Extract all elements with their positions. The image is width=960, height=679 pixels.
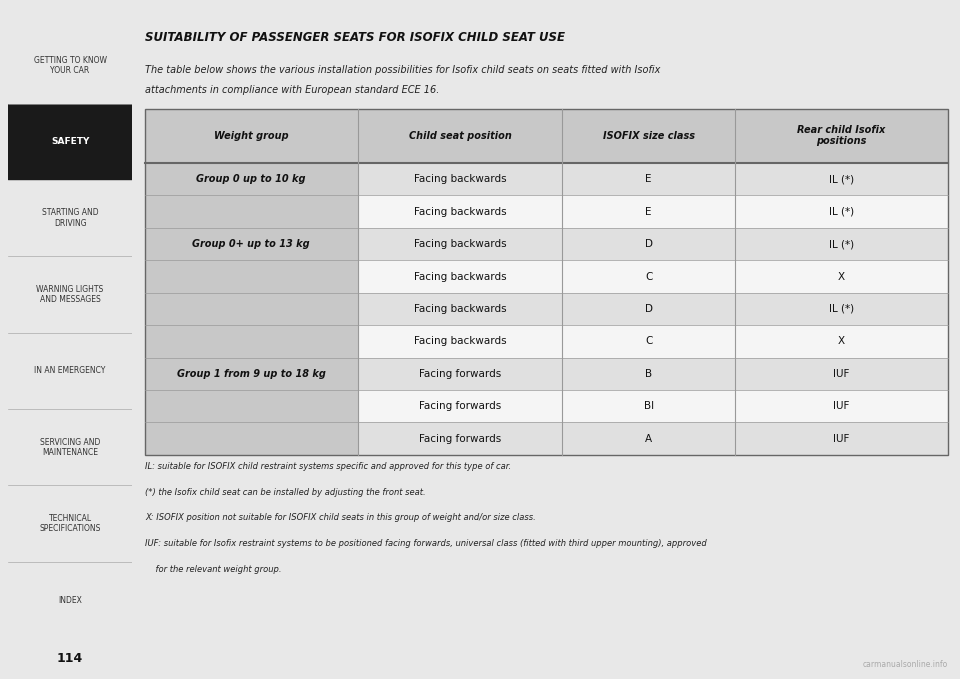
Text: IL (*): IL (*) bbox=[828, 206, 853, 217]
Text: C: C bbox=[645, 336, 652, 346]
Text: STARTING AND
DRIVING: STARTING AND DRIVING bbox=[42, 208, 98, 228]
Text: ISOFIX size class: ISOFIX size class bbox=[603, 131, 695, 141]
Text: Facing forwards: Facing forwards bbox=[419, 434, 501, 443]
Bar bbox=[145, 163, 358, 196]
Bar bbox=[145, 293, 358, 455]
Text: Facing forwards: Facing forwards bbox=[419, 369, 501, 379]
Text: Facing backwards: Facing backwards bbox=[414, 272, 506, 282]
Text: B: B bbox=[645, 369, 652, 379]
Bar bbox=[145, 109, 948, 455]
Text: Group 1 from 9 up to 18 kg: Group 1 from 9 up to 18 kg bbox=[177, 369, 325, 379]
Text: Rear child Isofix
positions: Rear child Isofix positions bbox=[797, 126, 885, 146]
Bar bbox=[145, 422, 948, 455]
Text: TECHNICAL
SPECIFICATIONS: TECHNICAL SPECIFICATIONS bbox=[39, 514, 101, 534]
Text: IN AN EMERGENCY: IN AN EMERGENCY bbox=[35, 367, 106, 375]
Text: IL (*): IL (*) bbox=[828, 175, 853, 184]
Text: for the relevant weight group.: for the relevant weight group. bbox=[145, 565, 281, 574]
Text: BI: BI bbox=[643, 401, 654, 411]
Text: Facing backwards: Facing backwards bbox=[414, 304, 506, 314]
Text: IUF: IUF bbox=[833, 401, 850, 411]
Bar bbox=[145, 390, 948, 422]
Text: E: E bbox=[645, 206, 652, 217]
Bar bbox=[145, 260, 948, 293]
Text: Facing backwards: Facing backwards bbox=[414, 175, 506, 184]
Text: A: A bbox=[645, 434, 652, 443]
Text: Facing backwards: Facing backwards bbox=[414, 336, 506, 346]
Text: IUF: suitable for Isofix restraint systems to be positioned facing forwards, uni: IUF: suitable for Isofix restraint syste… bbox=[145, 539, 707, 548]
Text: C: C bbox=[645, 272, 652, 282]
Text: Facing backwards: Facing backwards bbox=[414, 206, 506, 217]
Bar bbox=[145, 196, 358, 293]
Text: carmanualsonline.info: carmanualsonline.info bbox=[862, 660, 948, 669]
Bar bbox=[145, 358, 948, 390]
Text: X: X bbox=[838, 272, 845, 282]
Bar bbox=[145, 196, 948, 228]
Text: INDEX: INDEX bbox=[59, 595, 82, 604]
Text: Facing backwards: Facing backwards bbox=[414, 239, 506, 249]
Text: SERVICING AND
MAINTENANCE: SERVICING AND MAINTENANCE bbox=[40, 437, 100, 457]
Text: D: D bbox=[644, 239, 653, 249]
Text: (*) the Isofix child seat can be installed by adjusting the front seat.: (*) the Isofix child seat can be install… bbox=[145, 488, 425, 496]
Bar bbox=[145, 325, 948, 358]
Text: Weight group: Weight group bbox=[214, 131, 289, 141]
Text: E: E bbox=[645, 175, 652, 184]
Text: IUF: IUF bbox=[833, 434, 850, 443]
Text: Facing forwards: Facing forwards bbox=[419, 401, 501, 411]
Bar bbox=[145, 228, 948, 260]
Text: Group 0+ up to 13 kg: Group 0+ up to 13 kg bbox=[192, 239, 310, 249]
Text: The table below shows the various installation possibilities for Isofix child se: The table below shows the various instal… bbox=[145, 65, 660, 75]
Text: IL: suitable for ISOFIX child restraint systems specific and approved for this t: IL: suitable for ISOFIX child restraint … bbox=[145, 462, 511, 471]
Text: Group 0 up to 10 kg: Group 0 up to 10 kg bbox=[197, 175, 306, 184]
Text: SUITABILITY OF PASSENGER SEATS FOR ISOFIX CHILD SEAT USE: SUITABILITY OF PASSENGER SEATS FOR ISOFI… bbox=[145, 31, 564, 43]
Text: WARNING LIGHTS
AND MESSAGES: WARNING LIGHTS AND MESSAGES bbox=[36, 285, 104, 304]
Bar bbox=[145, 293, 948, 325]
Text: 114: 114 bbox=[57, 652, 84, 665]
Text: X: ISOFIX position not suitable for ISOFIX child seats in this group of weight a: X: ISOFIX position not suitable for ISOF… bbox=[145, 513, 536, 522]
Text: Child seat position: Child seat position bbox=[409, 131, 512, 141]
Text: IL (*): IL (*) bbox=[828, 239, 853, 249]
Text: D: D bbox=[644, 304, 653, 314]
Text: IL (*): IL (*) bbox=[828, 304, 853, 314]
Text: GETTING TO KNOW
YOUR CAR: GETTING TO KNOW YOUR CAR bbox=[34, 56, 107, 75]
Bar bbox=[145, 109, 948, 163]
Text: SAFETY: SAFETY bbox=[51, 137, 89, 146]
Bar bbox=[8, 104, 132, 180]
Bar bbox=[145, 163, 948, 196]
Text: X: X bbox=[838, 336, 845, 346]
Text: attachments in compliance with European standard ECE 16.: attachments in compliance with European … bbox=[145, 85, 440, 95]
Text: IUF: IUF bbox=[833, 369, 850, 379]
